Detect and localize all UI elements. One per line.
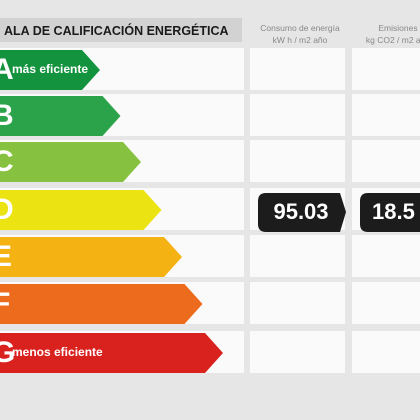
row-letter: C bbox=[0, 145, 14, 178]
rating-arrow bbox=[0, 142, 141, 182]
row-letter: A bbox=[0, 53, 14, 86]
row-letter: G bbox=[0, 336, 15, 369]
column-title: Consumo de energía bbox=[260, 23, 340, 33]
row-letter: E bbox=[0, 240, 12, 273]
row-label: más eficiente bbox=[12, 62, 88, 76]
row-cell bbox=[352, 331, 420, 373]
row-cell bbox=[250, 331, 345, 373]
row-cell bbox=[250, 235, 345, 277]
rating-arrow bbox=[0, 96, 121, 136]
row-letter: B bbox=[0, 99, 14, 132]
rating-badge bbox=[258, 193, 346, 232]
row-letter: D bbox=[0, 193, 14, 226]
header-bar bbox=[0, 18, 242, 42]
row-cell bbox=[250, 94, 345, 136]
row-cell bbox=[352, 140, 420, 182]
row-cell bbox=[250, 48, 345, 90]
column-unit: kg CO2 / m2 año bbox=[366, 35, 420, 45]
row-label: menos eficiente bbox=[12, 345, 103, 359]
rating-arrow bbox=[0, 333, 223, 373]
row-letter: F bbox=[0, 287, 10, 320]
emissions-value: 18.5 bbox=[372, 199, 415, 224]
row-cell bbox=[352, 94, 420, 136]
column-unit: kW h / m2 año bbox=[273, 35, 328, 45]
row-cell bbox=[352, 282, 420, 324]
row-cell bbox=[352, 235, 420, 277]
header-title: ALA DE CALIFICACIÓN ENERGÉTICA bbox=[4, 23, 229, 38]
row-cell bbox=[250, 282, 345, 324]
rating-arrow bbox=[0, 190, 162, 230]
row-cell bbox=[352, 48, 420, 90]
rating-badge bbox=[360, 193, 420, 232]
row-cell bbox=[250, 140, 345, 182]
rating-arrow bbox=[0, 50, 100, 90]
column-title: Emisiones bbox=[378, 23, 417, 33]
consumption-value: 95.03 bbox=[273, 199, 328, 224]
rating-arrow bbox=[0, 237, 182, 277]
rating-arrow bbox=[0, 284, 203, 324]
